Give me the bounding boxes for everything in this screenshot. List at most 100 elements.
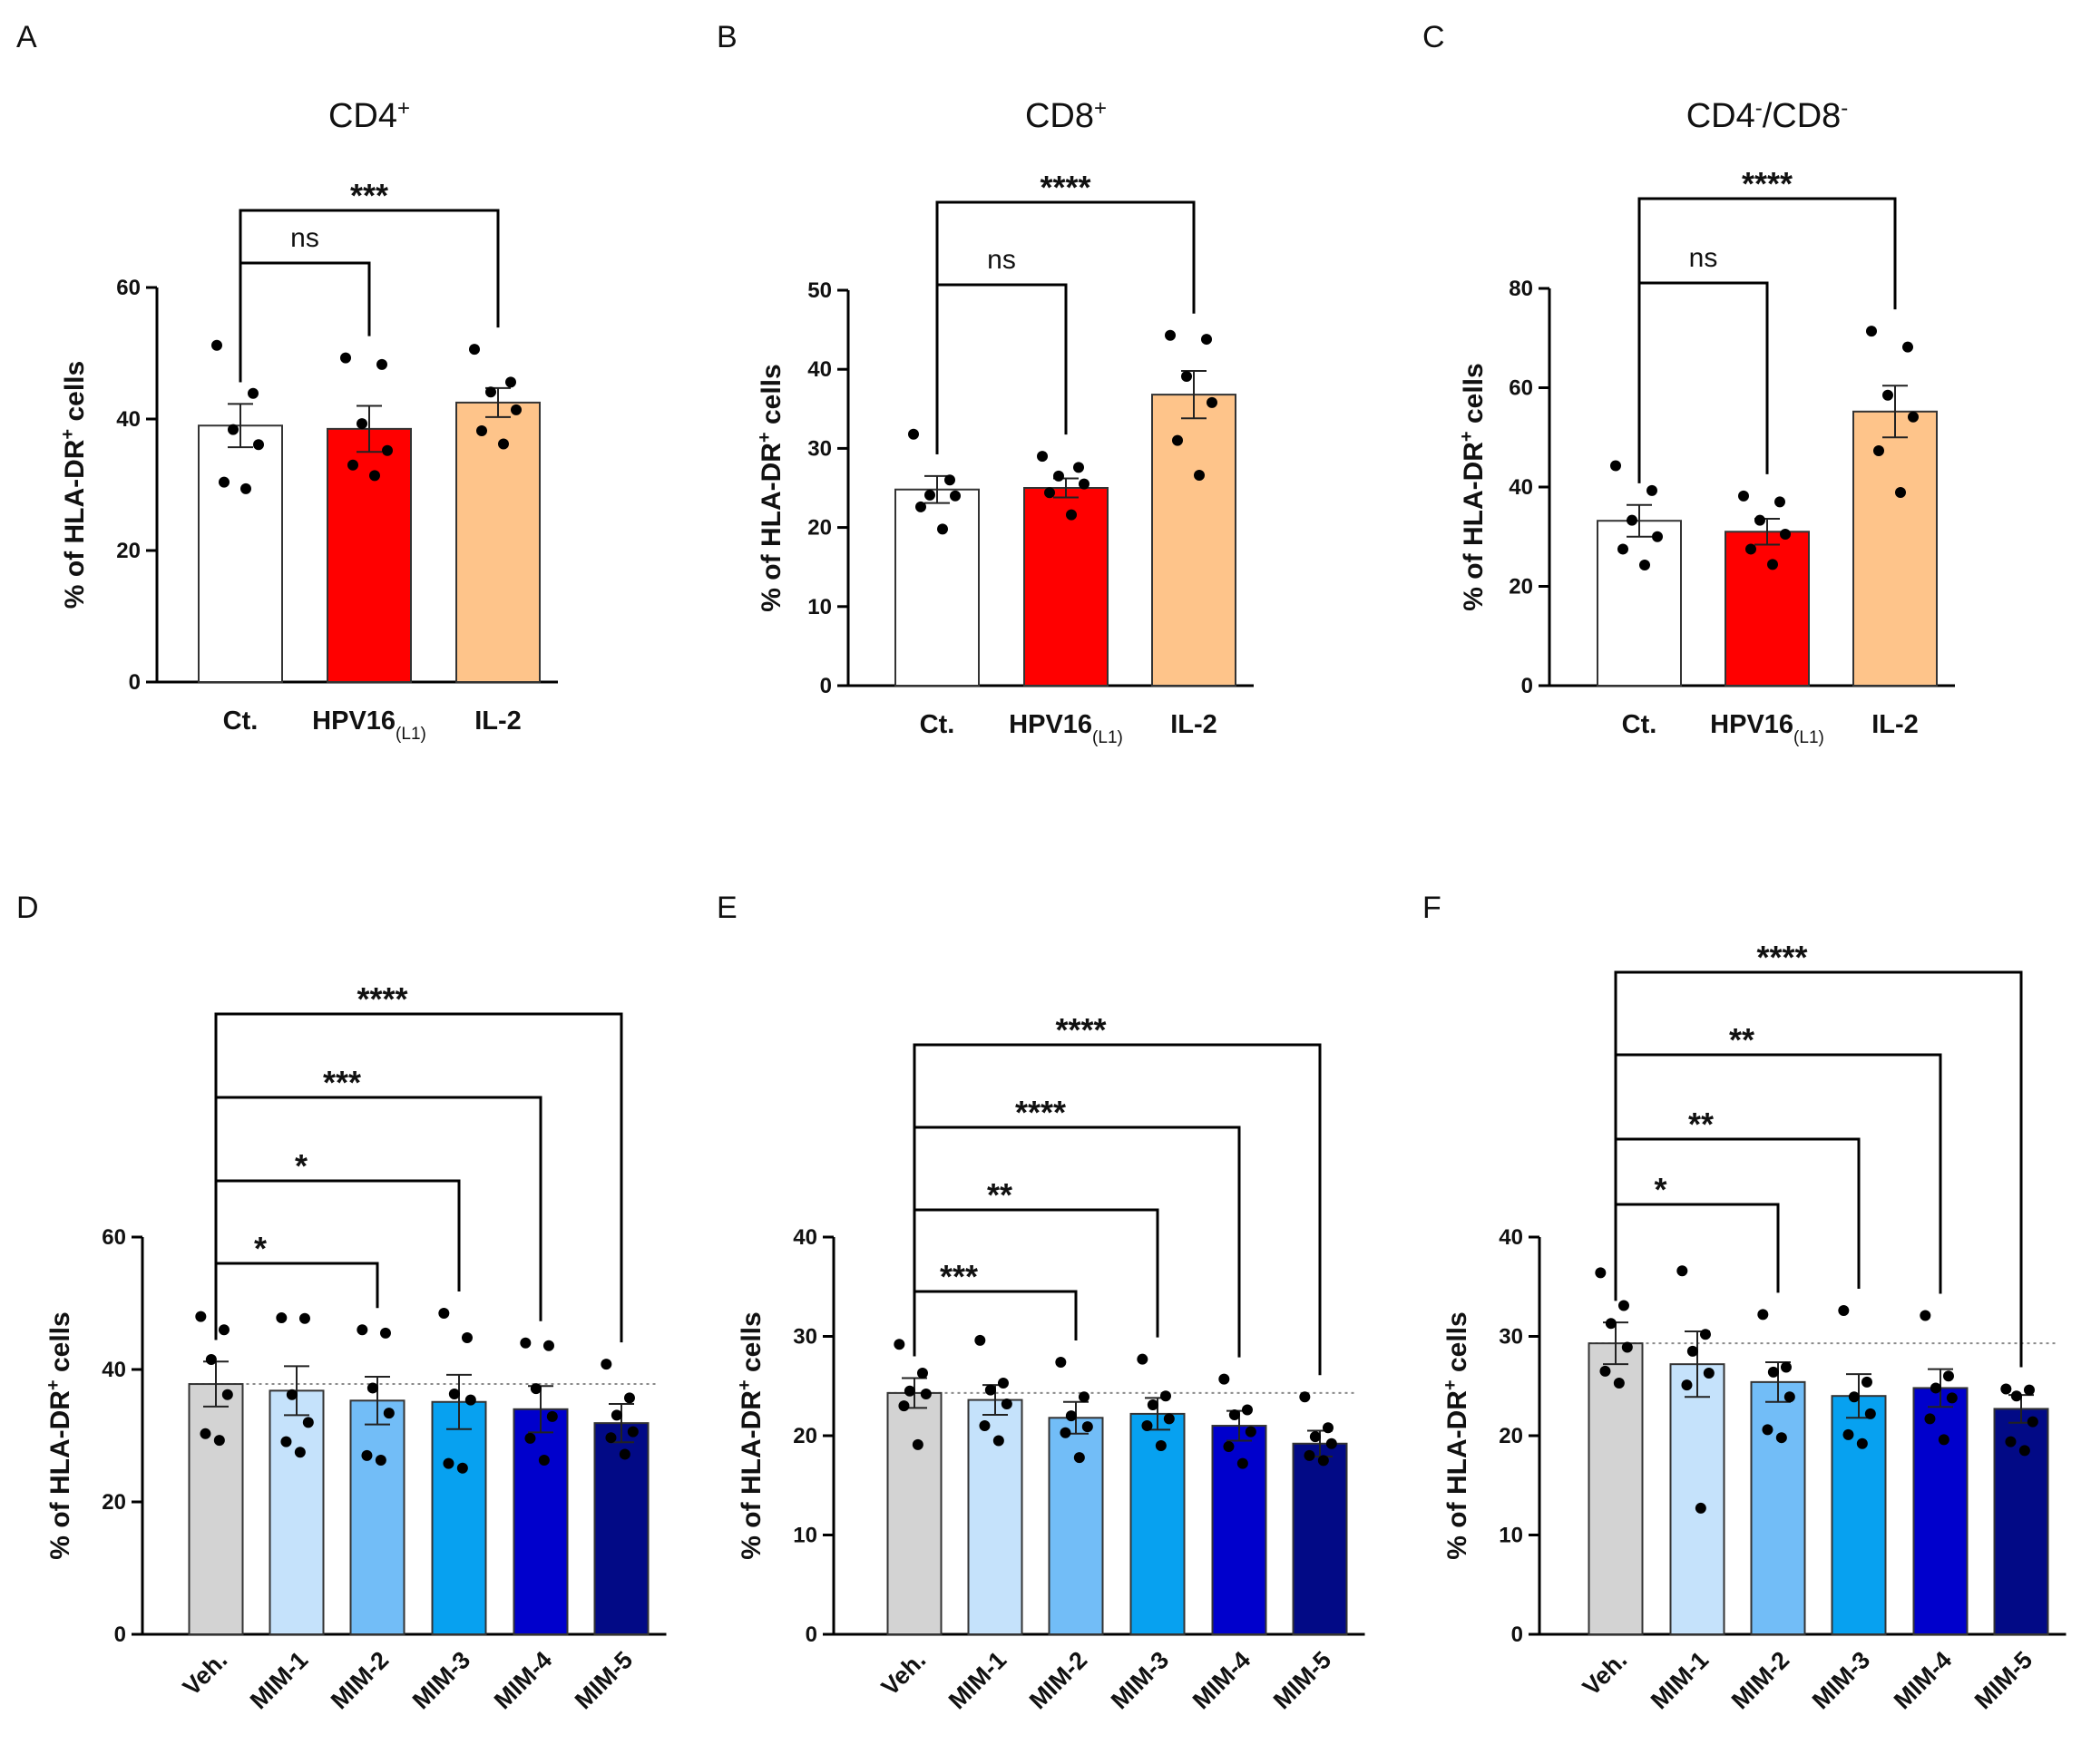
data-point [1228,1409,1240,1421]
data-point [1194,470,1205,482]
data-point [984,1384,996,1396]
significance-label: ** [1729,1021,1754,1058]
data-point [1774,496,1785,508]
x-tick-label: IL-2 [1871,710,1919,739]
x-tick-label: HPV16(L1) [1009,710,1123,747]
data-point [248,387,259,399]
y-tick-label: 40 [793,1225,817,1250]
panel-title: CD4-/CD8- [1686,96,1849,136]
x-tick-label: HPV16(L1) [1710,710,1824,747]
y-axis-label-superscript: + [755,432,775,443]
y-tick-label: 20 [807,516,832,541]
data-point [383,1408,395,1419]
data-point [1223,1441,1235,1453]
panel-letter: A [16,20,37,54]
data-point [200,1428,211,1439]
x-tick-label: MIM-2 [326,1646,394,1714]
panel-letter: C [1422,20,1445,54]
x-tick-label: MIM-1 [1646,1646,1714,1714]
data-point [1676,1265,1688,1277]
significance-label: **** [357,980,407,1018]
x-tick-label: MIM-1 [245,1646,313,1714]
data-point [924,489,935,501]
data-point [369,470,380,482]
x-tick-label: MIM-5 [1268,1646,1336,1714]
data-point [448,1389,460,1400]
data-point [542,1340,554,1351]
data-point [298,1312,310,1324]
significance-label: **** [1756,939,1807,976]
y-axis-label: % of HLA-DR+ cells [44,1311,75,1559]
significance-label: **** [1742,165,1793,202]
data-point [979,1420,991,1432]
data-point [1163,1413,1175,1425]
data-point [1309,1431,1321,1443]
data-point [1864,1408,1876,1419]
data-point [605,1432,617,1444]
data-point [1902,341,1913,353]
x-tick-label: Veh. [178,1646,232,1701]
panel-letter: B [717,20,738,54]
data-point [1613,1377,1625,1389]
significance-label: * [295,1147,308,1184]
bar [886,1391,943,1636]
data-point [1652,531,1663,542]
data-point [1861,1376,1872,1388]
significance-bracket [1637,281,1769,483]
data-point [1245,1426,1256,1438]
x-tick-label: MIM-3 [407,1646,475,1714]
x-tick-label-text: IL-2 [1170,710,1217,739]
significance-label-ns: ns [290,223,319,253]
data-point [1241,1404,1253,1416]
data-point [1646,484,1657,496]
data-point [294,1447,306,1458]
y-tick-label: 20 [1499,1424,1523,1448]
data-point [1866,326,1877,337]
y-tick-label: 20 [793,1424,817,1448]
data-point [974,1334,986,1346]
y-axis-label-text: % of HLA-DR [1459,442,1489,611]
data-point [2000,1383,2012,1395]
data-point [1044,487,1055,499]
data-point [1172,434,1183,446]
x-tick-label: Ct. [223,707,259,736]
y-tick-label: 0 [1511,1623,1523,1647]
data-point [1325,1438,1337,1449]
y-tick-label: 0 [129,670,141,695]
x-tick-label: MIM-3 [1807,1646,1875,1714]
bar [1669,1363,1725,1636]
data-point [464,1394,476,1406]
data-point [2027,1416,2038,1428]
data-point [916,1368,928,1379]
panel-d: D % of HLA-DR+ cells 0 20 40 60 Veh. MIM-1 MIM-2… [16,891,667,1714]
data-point [1767,559,1778,570]
x-tick-label: Veh. [876,1646,931,1701]
data-point [1147,1399,1158,1411]
x-tick-label-text: IL-2 [474,707,522,736]
x-tick-label-text: Ct. [223,707,259,736]
y-tick-label: 50 [807,278,832,303]
x-tick-label: HPV16(L1) [312,707,426,744]
data-point [1299,1391,1311,1403]
data-point [1754,514,1765,526]
data-point [1695,1502,1706,1514]
data-point [611,1409,622,1421]
data-point [1639,559,1650,570]
y-tick-label: 20 [1509,575,1533,599]
y-axis-label-suffix: cells [1442,1311,1472,1379]
x-tick-label: Ct. [920,710,955,739]
y-tick-label: 20 [116,539,141,563]
data-point [1155,1439,1167,1451]
y-tick-label: 10 [807,595,832,619]
data-point [1218,1373,1230,1385]
y-tick-label: 60 [1509,376,1533,401]
x-tick-label: MIM-3 [1106,1646,1174,1714]
data-point [498,438,509,450]
data-point [443,1457,454,1469]
significance-bracket [913,1043,1322,1376]
data-point [476,425,487,437]
data-point [1073,462,1084,473]
data-point [1165,329,1176,341]
y-tick-label: 80 [1509,277,1533,301]
